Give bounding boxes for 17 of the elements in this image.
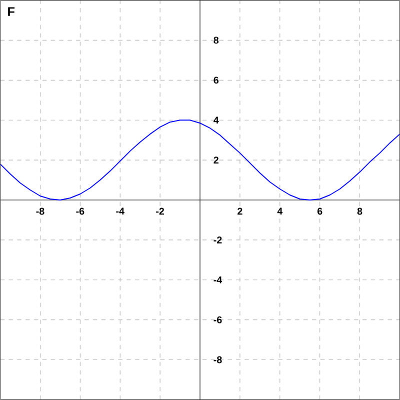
x-tick-label: -4	[116, 208, 124, 215]
x-tick-label: -2	[156, 208, 164, 215]
x-tick-label: 2	[238, 208, 242, 215]
y-tick-label: -2	[214, 236, 222, 244]
y-tick-label: -6	[214, 316, 222, 324]
y-tick-label: 6	[214, 76, 218, 84]
x-tick-label: -6	[76, 208, 84, 215]
y-tick-label: 2	[214, 156, 218, 164]
x-tick-label: 6	[317, 208, 322, 215]
annotation: F	[8, 7, 15, 16]
y-tick-label: 4	[214, 116, 219, 124]
y-tick-label: 8	[214, 36, 219, 44]
x-tick-label: -8	[36, 208, 44, 215]
y-tick-label: -8	[214, 356, 222, 364]
x-tick-label: 8	[357, 208, 362, 215]
y-tick-label: -4	[214, 276, 222, 284]
x-tick-label: 4	[277, 208, 283, 215]
